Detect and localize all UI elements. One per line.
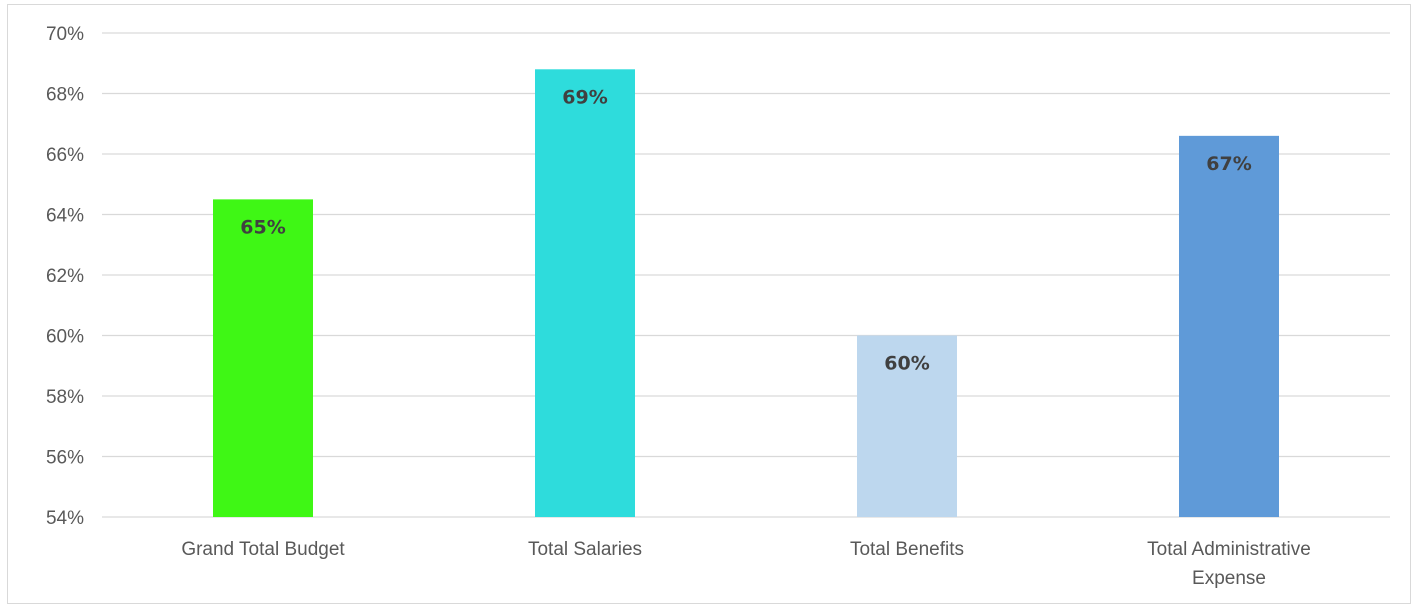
category-label: Grand Total Budget: [181, 539, 345, 560]
y-tick-label: 54%: [46, 508, 84, 529]
category-label: Expense: [1192, 568, 1266, 589]
category-label: Total Administrative: [1147, 539, 1311, 560]
y-tick-label: 60%: [46, 327, 84, 348]
bar: [1179, 135, 1279, 517]
bars: [213, 69, 1279, 518]
y-tick-label: 58%: [46, 387, 84, 408]
y-tick-label: 56%: [46, 448, 84, 469]
bar: [213, 199, 313, 517]
data-label: 67%: [1206, 153, 1251, 175]
y-axis-ticks: 54% 56% 58% 60% 62% 64% 66% 68% 70%: [46, 24, 84, 529]
y-tick-label: 64%: [46, 206, 84, 227]
data-label: 69%: [562, 86, 607, 108]
data-label: 60%: [884, 353, 929, 375]
data-label: 65%: [240, 216, 285, 238]
grid-lines: [102, 32, 1390, 518]
category-label: Total Salaries: [528, 539, 642, 560]
y-tick-label: 62%: [46, 266, 84, 287]
category-label: Total Benefits: [850, 539, 964, 560]
y-tick-label: 70%: [46, 24, 84, 45]
data-labels: 65% 69% 60% 67%: [240, 86, 1251, 374]
y-tick-label: 68%: [46, 85, 84, 106]
bar: [857, 335, 957, 517]
bar: [535, 69, 635, 518]
category-labels: Grand Total Budget Total Salaries Total Be…: [181, 539, 1311, 589]
y-tick-label: 66%: [46, 145, 84, 166]
